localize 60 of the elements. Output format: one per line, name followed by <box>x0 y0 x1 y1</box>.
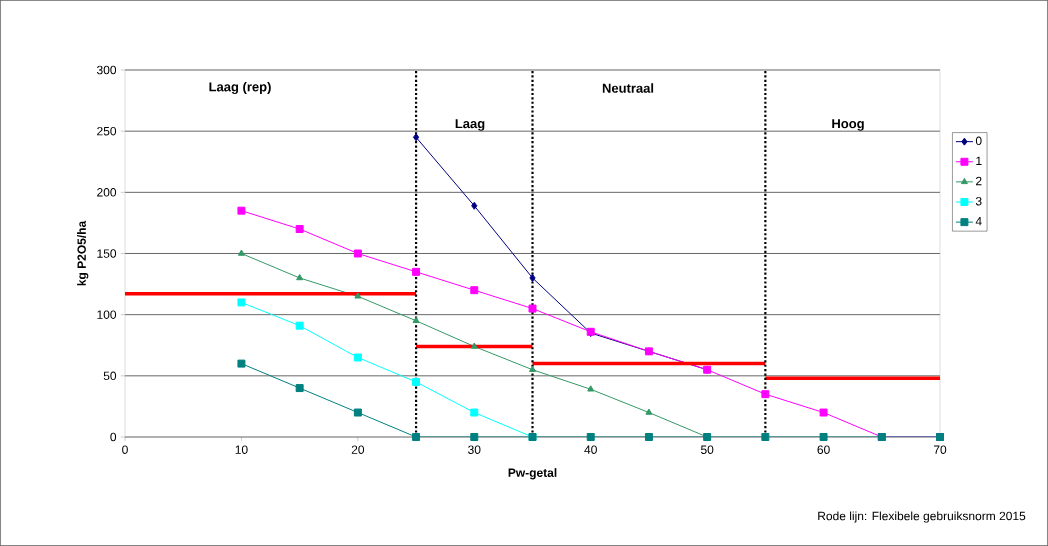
x-tick-label: 20 <box>351 445 365 454</box>
point <box>644 433 653 441</box>
y-tick-label: 200 <box>97 188 117 197</box>
annotation: Laag <box>455 119 485 131</box>
point <box>296 273 304 281</box>
y-axis-title: kg P2O5/ha <box>77 220 89 286</box>
point <box>295 321 304 330</box>
point <box>819 408 828 417</box>
x-tick-label: 0 <box>122 445 128 454</box>
point <box>528 365 537 372</box>
legend-label: 1 <box>976 156 982 165</box>
x-tick-label: 60 <box>817 445 830 454</box>
point <box>354 292 362 299</box>
legend-label: 2 <box>976 176 982 186</box>
point <box>295 384 304 393</box>
point <box>471 201 478 210</box>
y-tick-label: 150 <box>97 249 117 258</box>
point <box>237 359 246 368</box>
point <box>587 385 595 392</box>
point <box>470 286 479 295</box>
point <box>470 433 479 441</box>
y-tick-label: 50 <box>103 371 117 381</box>
point <box>586 433 595 441</box>
point <box>412 433 421 441</box>
point <box>761 390 770 399</box>
y-tick-label: 300 <box>96 65 117 75</box>
x-tick-label: 70 <box>933 445 947 454</box>
point <box>295 225 304 234</box>
point <box>819 433 828 441</box>
x-tick-label: 50 <box>700 445 714 454</box>
point <box>237 298 246 307</box>
x-tick-label: 10 <box>235 445 248 454</box>
annotation: Laag (rep) <box>209 81 271 95</box>
legend-label: 3 <box>975 196 982 206</box>
point <box>761 433 770 441</box>
y-tick-label: 250 <box>97 126 117 136</box>
annotation: Hoog <box>832 119 864 131</box>
legend-label: 4 <box>975 217 982 226</box>
point <box>470 342 478 349</box>
x-tick-label: 40 <box>584 445 597 454</box>
x-tick-label: 30 <box>468 445 481 454</box>
point <box>237 249 245 256</box>
point <box>645 408 653 415</box>
point <box>412 133 420 142</box>
point <box>528 304 537 313</box>
y-tick-label: 100 <box>97 310 117 319</box>
text: Rode lijn: Flexibele gebruiksnorm 2015 <box>818 511 1026 523</box>
y-tick-label: 0 <box>110 432 117 442</box>
legend-label: 0 <box>975 136 982 146</box>
point <box>412 267 421 276</box>
point <box>470 408 479 417</box>
point <box>353 353 362 362</box>
point <box>353 408 362 417</box>
point <box>237 206 246 215</box>
x-axis-title: Pw-getal <box>508 468 557 480</box>
annotation: Neutraal <box>602 83 654 93</box>
point <box>412 316 420 324</box>
point <box>353 249 362 258</box>
point <box>412 377 421 386</box>
point <box>529 273 536 282</box>
